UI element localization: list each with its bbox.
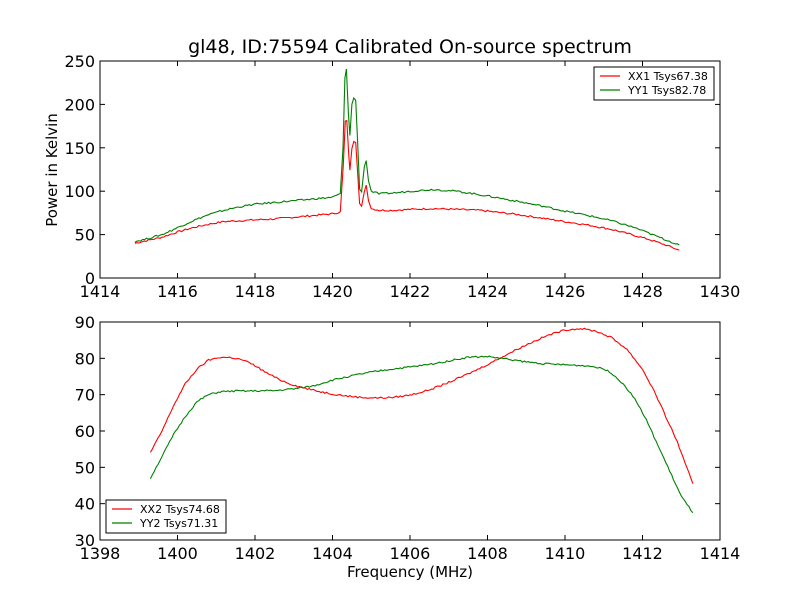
top-x-tick-label: 1420 xyxy=(312,282,353,301)
x-axis-label: Frequency (MHz) xyxy=(347,563,473,581)
top-y-tick-label: 200 xyxy=(64,95,95,114)
bottom-series-line-1 xyxy=(149,355,694,514)
top-series-line-1 xyxy=(134,68,680,246)
bottom-x-tick-label: 1412 xyxy=(622,544,663,563)
bottom-series-line-0 xyxy=(149,327,694,484)
bottom-legend-label-0: XX2 Tsys74.68 xyxy=(140,503,220,516)
bottom-x-tick-label: 1410 xyxy=(545,544,586,563)
top-x-tick-label: 1418 xyxy=(235,282,276,301)
bottom-x-tick-label: 1398 xyxy=(80,544,121,563)
bottom-legend-label-1: YY2 Tsys71.31 xyxy=(139,517,218,530)
bottom-x-tick-label: 1402 xyxy=(235,544,276,563)
top-panel: 1414 1416 1418 1420 1422 1424 1426 1428 1430 0 50 1… xyxy=(64,52,740,301)
bottom-x-tick-label: 1404 xyxy=(312,544,353,563)
y-axis-label: Power in Kelvin xyxy=(43,113,61,227)
bottom-y-tick-label: 40 xyxy=(75,495,95,514)
top-legend-box xyxy=(593,66,715,101)
bottom-y-tick-label: 30 xyxy=(75,531,95,550)
top-legend-label-0: XX1 Tsys67.38 xyxy=(628,70,708,83)
bottom-y-tick-label: 60 xyxy=(75,422,95,441)
top-y-tick-label: 0 xyxy=(85,269,95,288)
bottom-legend-box xyxy=(105,499,227,534)
bottom-y-tick-label: 70 xyxy=(75,386,95,405)
bottom-y-tick-label: 90 xyxy=(75,313,95,332)
top-x-tick-label: 1416 xyxy=(157,282,198,301)
figure-title: gl48, ID:75594 Calibrated On-source spec… xyxy=(188,36,632,58)
top-x-tick-label: 1424 xyxy=(467,282,508,301)
bottom-y-tick-label: 50 xyxy=(75,458,95,477)
bottom-x-tick-label: 1406 xyxy=(390,544,431,563)
bottom-x-tick-label: 1414 xyxy=(700,544,741,563)
bottom-panel: 1398 1400 1402 1404 1406 1408 1410 1412 1414 30 40… xyxy=(75,313,741,563)
top-x-tick-label: 1430 xyxy=(700,282,741,301)
top-y-tick-label: 100 xyxy=(64,182,95,201)
bottom-x-tick-label: 1408 xyxy=(467,544,508,563)
top-x-tick-label: 1414 xyxy=(80,282,121,301)
top-x-tick-label: 1422 xyxy=(390,282,431,301)
top-x-tick-label: 1426 xyxy=(545,282,586,301)
top-series-line-0 xyxy=(134,119,680,251)
bottom-y-tick-label: 80 xyxy=(75,349,95,368)
top-legend-label-1: YY1 Tsys82.78 xyxy=(627,84,706,97)
top-y-tick-label: 150 xyxy=(64,139,95,158)
bottom-x-tick-label: 1400 xyxy=(157,544,198,563)
top-y-tick-label: 50 xyxy=(75,226,95,245)
top-y-tick-label: 250 xyxy=(64,52,95,71)
top-x-tick-label: 1428 xyxy=(622,282,663,301)
